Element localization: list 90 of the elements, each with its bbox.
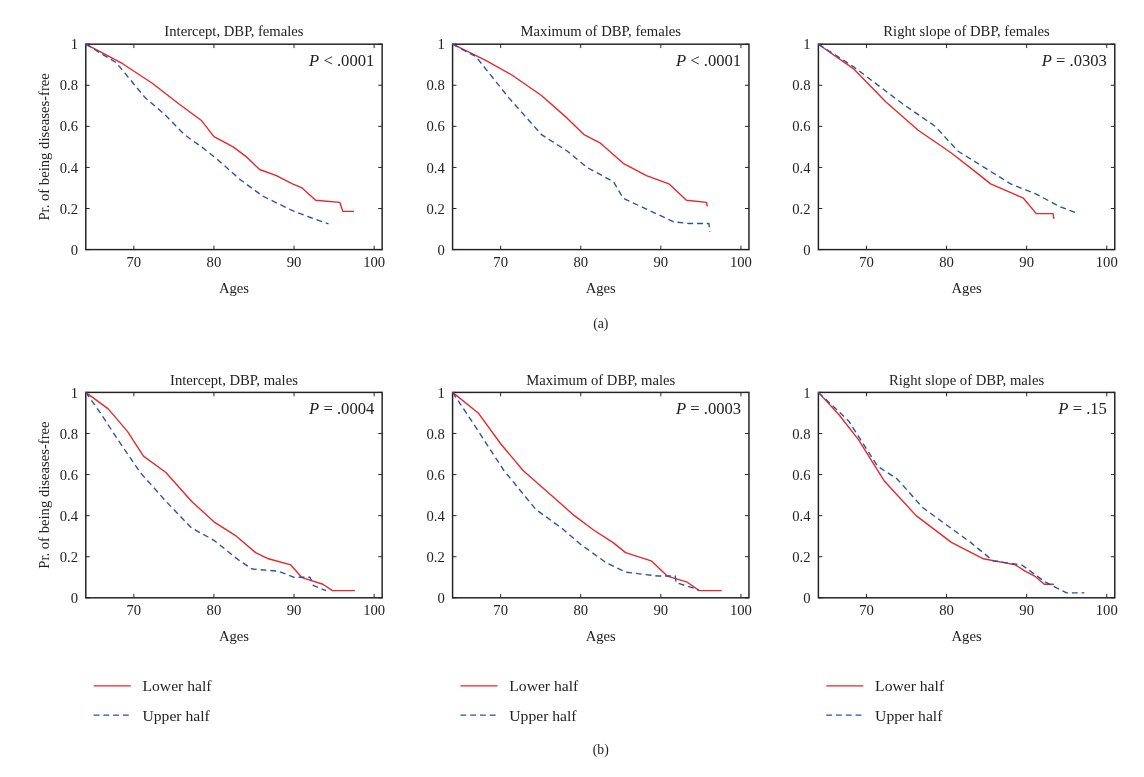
y-axis-title: Pr. of being diseases-free <box>35 73 52 221</box>
y-tick-label: 0.2 <box>426 200 445 217</box>
x-axis-title: Ages <box>218 627 250 644</box>
chart-title: Maximum of DBP, females <box>520 23 682 40</box>
y-tick-label: 0 <box>803 241 811 258</box>
y-tick-label: 0.4 <box>59 507 79 524</box>
y-tick-label: 0 <box>437 241 445 258</box>
x-tick-label: 80 <box>206 602 222 619</box>
y-tick-label: 1 <box>803 36 811 53</box>
y-tick-label: 0.6 <box>59 118 78 135</box>
chart-title: Right slope of DBP, females <box>883 23 1051 40</box>
text: (a) <box>593 315 609 332</box>
x-axis-title: Ages <box>951 627 982 644</box>
x-axis-title: Ages <box>585 627 617 644</box>
annotation: P = .0003 <box>674 398 742 418</box>
chart-title: Intercept, DBP, males <box>170 371 299 388</box>
y-tick-label: 1 <box>70 36 78 53</box>
y-tick-label: 0.2 <box>426 548 445 565</box>
annotation: P < .0001 <box>308 50 375 70</box>
y-tick-label: 0.2 <box>59 548 78 565</box>
legend-label: Lower half <box>509 677 580 695</box>
y-tick-label: 0.4 <box>426 159 446 176</box>
y-tick-label: 0.4 <box>426 507 446 524</box>
y-tick-label: 0 <box>803 589 811 606</box>
x-tick-label: 100 <box>1095 602 1118 619</box>
y-tick-label: 0.4 <box>792 507 812 524</box>
x-tick-label: 80 <box>573 254 589 271</box>
x-tick-label: 100 <box>1095 254 1118 271</box>
y-tick-label: 0.2 <box>792 200 811 217</box>
y-tick-label: 0.4 <box>59 159 79 176</box>
line-series <box>817 391 1086 594</box>
y-tick-label: 0.4 <box>792 159 812 176</box>
x-axis-title: Ages <box>218 279 250 296</box>
legend-label: Upper half <box>142 706 211 724</box>
y-tick-label: 0.2 <box>59 200 78 217</box>
x-tick-label: 70 <box>126 602 142 619</box>
x-tick-label: 100 <box>729 602 752 619</box>
x-tick-label: 90 <box>653 602 669 619</box>
y-tick-label: 0 <box>437 589 445 606</box>
y-tick-label: 0.6 <box>59 466 78 483</box>
x-tick-label: 100 <box>729 254 752 271</box>
x-tick-label: 100 <box>363 254 386 271</box>
x-tick-label: 90 <box>286 602 302 619</box>
y-tick-label: 0.8 <box>792 77 811 94</box>
annotation: P = .0303 <box>1040 50 1107 70</box>
x-tick-label: 90 <box>653 254 669 271</box>
chart-title: Intercept, DBP, females <box>164 23 304 40</box>
x-tick-label: 70 <box>126 254 142 271</box>
y-tick-label: 0.6 <box>792 118 811 135</box>
annotation: P < .0001 <box>674 50 742 70</box>
y-tick-label: 1 <box>70 384 78 401</box>
x-tick-label: 70 <box>859 254 874 271</box>
x-tick-label: 90 <box>1019 602 1034 619</box>
annotation: P = .0004 <box>308 398 376 418</box>
x-tick-label: 90 <box>286 254 302 271</box>
y-axis-title: Pr. of being diseases-free <box>35 421 52 569</box>
x-tick-label: 80 <box>939 602 954 619</box>
y-tick-label: 0 <box>70 589 78 606</box>
x-axis-title: Ages <box>585 279 617 296</box>
y-tick-label: 1 <box>803 384 811 401</box>
annotation: P = .15 <box>1057 398 1107 418</box>
line-series <box>817 391 1055 585</box>
x-tick-label: 70 <box>859 602 874 619</box>
legend-label: Lower half <box>142 677 213 695</box>
y-tick-label: 0.8 <box>59 425 78 442</box>
chart-title: Maximum of DBP, males <box>526 371 676 388</box>
x-axis-title: Ages <box>951 279 982 296</box>
x-tick-label: 100 <box>363 602 386 619</box>
legend-label: Upper half <box>509 706 578 724</box>
x-tick-label: 70 <box>493 254 508 271</box>
y-tick-label: 0.8 <box>792 425 811 442</box>
x-tick-label: 70 <box>493 602 508 619</box>
text: (b) <box>592 742 609 759</box>
y-tick-label: 1 <box>437 36 445 53</box>
x-tick-label: 90 <box>1019 254 1034 271</box>
x-tick-label: 80 <box>206 254 222 271</box>
y-tick-label: 0.2 <box>792 548 811 565</box>
legend-label: Lower half <box>875 677 945 695</box>
x-tick-label: 80 <box>939 254 954 271</box>
x-tick-label: 80 <box>573 602 589 619</box>
legend-label: Upper half <box>875 706 944 724</box>
y-tick-label: 0.8 <box>59 77 78 94</box>
chart-title: Right slope of DBP, males <box>889 371 1045 388</box>
y-tick-label: 0.6 <box>426 466 445 483</box>
y-tick-label: 0.6 <box>426 118 445 135</box>
y-tick-label: 0.8 <box>426 425 445 442</box>
y-tick-label: 0.8 <box>426 77 445 94</box>
y-tick-label: 1 <box>437 384 445 401</box>
y-tick-label: 0.6 <box>792 466 811 483</box>
y-tick-label: 0 <box>70 241 78 258</box>
